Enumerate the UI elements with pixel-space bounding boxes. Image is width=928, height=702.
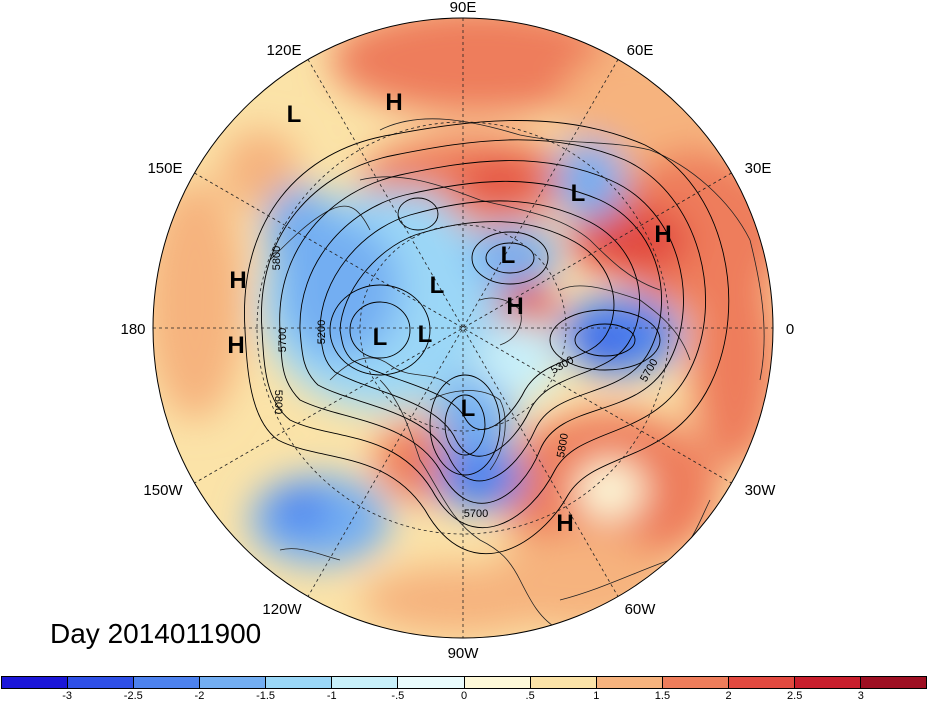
lon-label: 120E	[266, 42, 301, 59]
low-center-label: L	[571, 180, 586, 207]
map-border	[152, 17, 774, 639]
contour-label: 5800	[555, 432, 571, 458]
colorbar-tick-label: -1.5	[256, 690, 276, 702]
lon-label: 90W	[448, 645, 480, 662]
low-center-label: L	[430, 272, 445, 299]
high-center-label: H	[556, 510, 573, 537]
colorbar-swatch	[266, 677, 333, 688]
colorbar-tick-label: -2.5	[123, 690, 143, 702]
contour-label: 5800	[272, 390, 284, 414]
graticule	[153, 18, 773, 638]
colorbar-tick-label: .5	[525, 690, 535, 702]
colorbar-tick-label: 3	[857, 690, 864, 702]
high-center-label: H	[227, 332, 244, 359]
colorbar-swatch	[794, 677, 862, 688]
colorbar-tick-label: 2	[725, 690, 732, 702]
contour-label: 5200	[316, 320, 328, 344]
lon-label: 90E	[450, 0, 477, 16]
colorbar-swatch	[68, 677, 135, 688]
low-center-label: L	[418, 321, 433, 348]
lon-label: 30W	[745, 482, 777, 499]
colorbar-swatch	[2, 677, 69, 688]
longitude-labels: 90E 60E 30E 0 30W 60W 90W 120W 150W 180 …	[120, 0, 794, 662]
colorbar-swatch	[861, 677, 927, 688]
lon-label: 150W	[143, 482, 183, 499]
colorbar-swatch	[596, 677, 663, 688]
high-center-label: H	[229, 267, 246, 294]
lon-label: 180	[120, 321, 145, 338]
colorbar-swatch	[728, 677, 795, 688]
low-center-label: L	[461, 395, 476, 422]
colorbar	[1, 676, 927, 689]
colorbar-tick-label: 1.5	[654, 690, 671, 702]
colorbar-tick-label: -2	[194, 690, 205, 702]
colorbar-tick-label: -3	[62, 690, 73, 702]
colorbar-swatch	[398, 677, 465, 688]
map-title: Day 2014011900	[50, 618, 262, 649]
lon-label: 120W	[262, 601, 302, 618]
low-center-label: L	[501, 242, 516, 269]
colorbar-tick-label: 1	[593, 690, 600, 702]
colorbar-swatch	[134, 677, 201, 688]
high-center-label: H	[654, 221, 671, 248]
colorbar-tick-label: -.5	[391, 690, 405, 702]
contour-labels: 5800 5700 5200 5800 5300 5700 5800 5700	[271, 246, 661, 520]
high-center-label: H	[385, 89, 402, 116]
low-center-label: L	[373, 324, 388, 351]
colorbar-tick-label: 0	[460, 690, 468, 702]
colorbar-swatch	[464, 677, 531, 688]
colorbar-ticks: -3 -2.5 -2 -1.5 -1 -.5 0 .5 1 1.5 2 2.5 3	[1, 690, 927, 702]
lon-label: 30E	[745, 160, 772, 177]
lon-label: 60W	[625, 601, 657, 618]
lon-label: 60E	[627, 42, 654, 59]
colorbar-swatch	[530, 677, 597, 688]
contour-label: 5800	[271, 246, 283, 270]
colorbar-tick-label: -1	[326, 690, 337, 702]
lon-label: 150E	[147, 160, 182, 177]
contour-label: 5700	[464, 508, 488, 520]
contour-label: 5700	[277, 328, 289, 352]
colorbar-tick-label: 2.5	[787, 690, 803, 702]
colorbar-swatch	[200, 677, 267, 688]
colorbar-swatch	[662, 677, 729, 688]
low-center-label: L	[287, 101, 302, 128]
lon-label: 0	[786, 321, 794, 338]
colorbar-swatch	[332, 677, 399, 688]
high-center-label: H	[506, 293, 523, 320]
pressure-centers: L H L H L L H H H L L L H	[227, 89, 671, 537]
anomaly-field	[153, 18, 773, 638]
